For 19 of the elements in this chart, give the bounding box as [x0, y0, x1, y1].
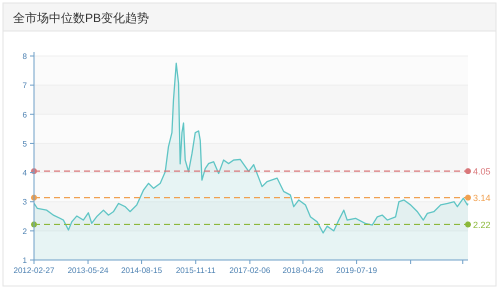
x-tick-label: 2013-05-24 — [68, 266, 110, 275]
x-tick-label: 2012-02-27 — [14, 266, 56, 275]
ref-line-label: 2.22 — [473, 220, 491, 230]
y-tick-label: 6 — [22, 110, 28, 120]
x-tick-label: 2017-02-06 — [229, 266, 271, 275]
y-tick-label: 1 — [22, 256, 28, 265]
title: 全市场中位数PB变化趋势 — [13, 11, 150, 25]
ref-line-label: 4.05 — [473, 166, 491, 177]
y-tick-label: 4 — [22, 168, 28, 178]
y-tick-label: 3 — [22, 198, 28, 207]
x-tick-label: 2019-07-19 — [336, 266, 378, 275]
y-tick-label: 2 — [22, 226, 28, 236]
y-tick-label: 7 — [22, 81, 28, 90]
y-tick-label: 5 — [22, 139, 28, 148]
ref-line-label: 3.14 — [473, 193, 491, 204]
x-tick-label: 2015-11-11 — [176, 266, 216, 275]
x-tick-label: 2014-08-15 — [121, 266, 163, 275]
y-tick-label: 8 — [22, 52, 28, 61]
x-tick-label: 2018-04-26 — [282, 266, 324, 275]
